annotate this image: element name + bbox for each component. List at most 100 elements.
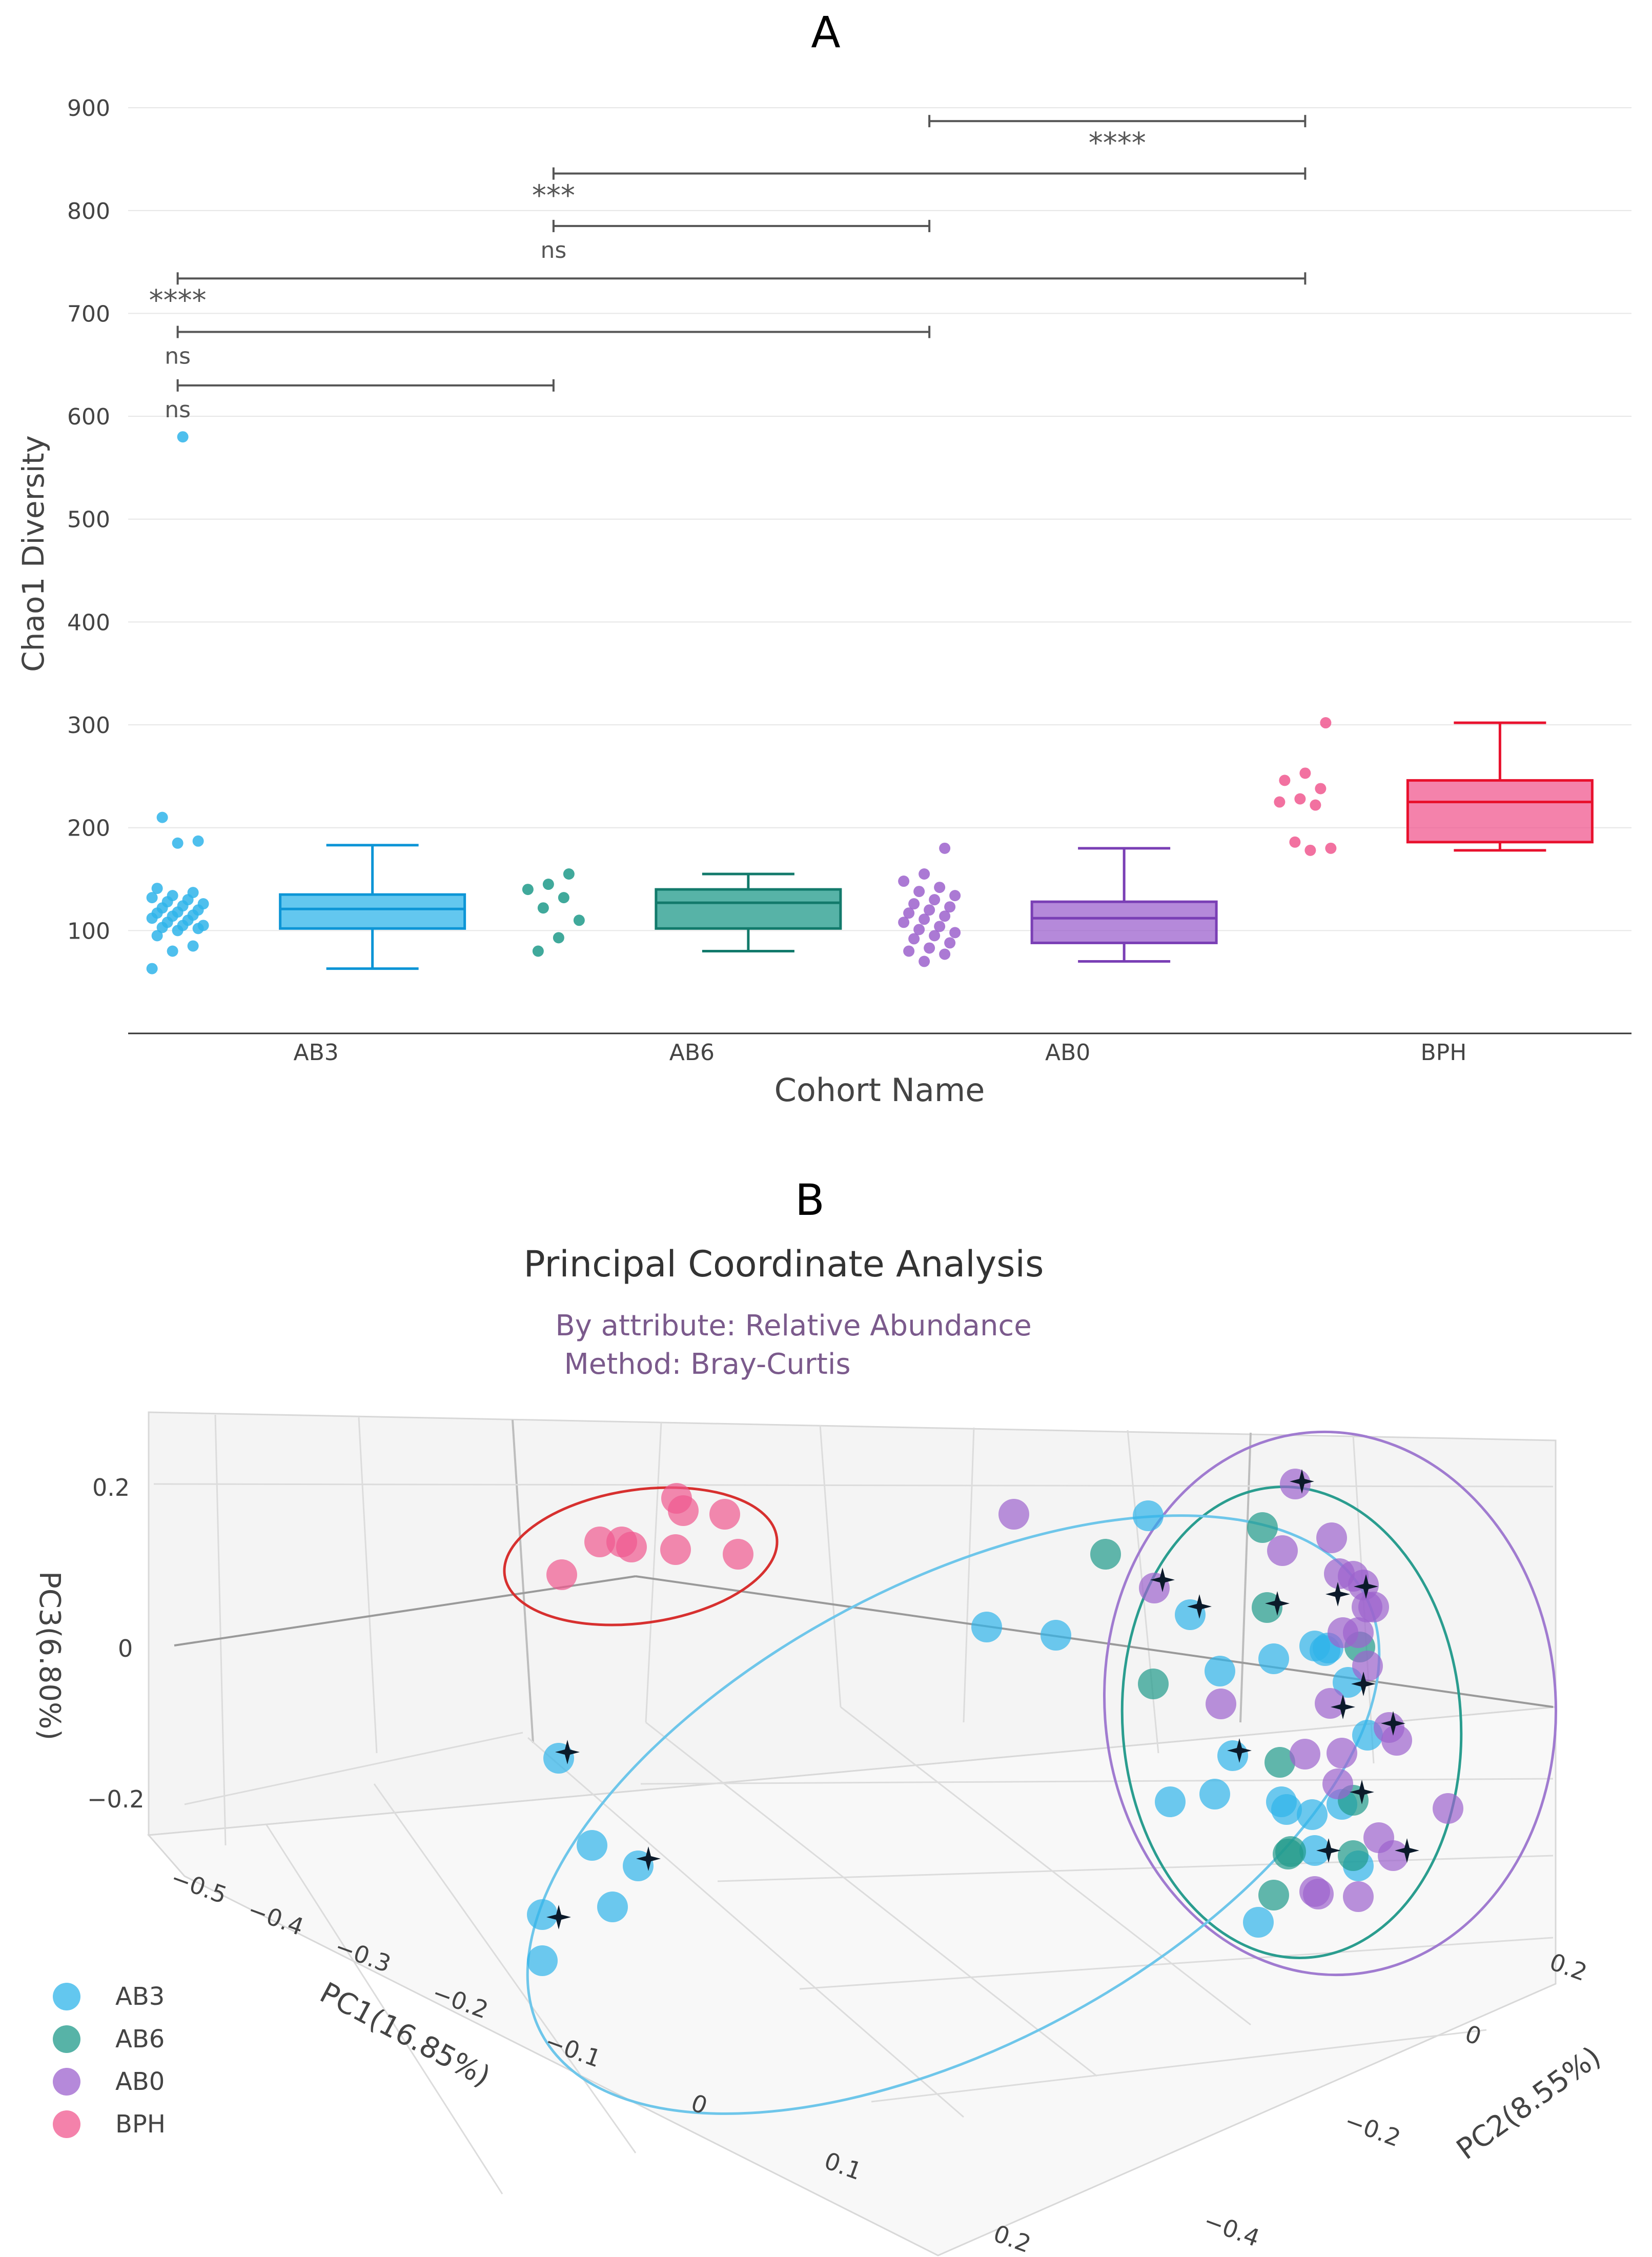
- box-iqr: [1406, 779, 1594, 844]
- legend-label-AB6: AB6: [115, 2025, 165, 2053]
- panel-b-pcoa: B Principal Coordinate Analysis By attri…: [33, 1175, 1607, 2257]
- legend-swatch-AB3: [53, 1983, 80, 2010]
- ellipse-BPH: [503, 1486, 779, 1626]
- data-point-AB3: [146, 892, 158, 904]
- data-point-AB3: [187, 940, 199, 952]
- panel-a-boxplot: A 100 200 300 400 500 600 700 800 900 AB3 AB6 AB0 B…: [16, 7, 1631, 1109]
- significance-label: ***: [532, 179, 575, 213]
- data-point-AB0: [919, 955, 930, 967]
- data-point-AB0: [924, 942, 935, 954]
- pcoa-point-AB3: [971, 1612, 1002, 1642]
- data-point-AB6: [532, 945, 544, 957]
- star-marker: [546, 1905, 571, 1929]
- data-point-AB3: [172, 837, 183, 849]
- y-tick-label: 800: [67, 198, 110, 225]
- pcoa-point-AB3: [1217, 1740, 1248, 1771]
- box-BPH: [1406, 721, 1594, 852]
- data-point-AB0: [939, 842, 951, 854]
- pcoa-subtitle-attribute: By attribute: Relative Abundance: [555, 1309, 1031, 1343]
- pcoa-subtitle-method: Method: Bray-Curtis: [564, 1348, 850, 1381]
- y-tick-label: −0.2: [1341, 2107, 1404, 2152]
- pcoa-point-AB0: [1315, 1688, 1345, 1719]
- x-axis-title: Cohort Name: [774, 1071, 985, 1109]
- data-point-AB3: [197, 898, 209, 910]
- pcoa-point-AB0: [1316, 1522, 1347, 1553]
- legend-label-BPH: BPH: [115, 2110, 166, 2139]
- data-point-BPH: [1325, 842, 1337, 854]
- pcoa-point-AB3: [1133, 1500, 1164, 1531]
- ellipse-AB6: [1120, 1486, 1463, 1959]
- data-point-AB0: [929, 894, 941, 906]
- pcoa-point-AB3: [527, 1899, 558, 1930]
- pcoa-point-AB3: [1271, 1794, 1302, 1825]
- x-tick-label: AB0: [1045, 1040, 1090, 1066]
- pcoa-point-AB0: [1378, 1840, 1409, 1871]
- data-point-AB6: [553, 932, 564, 944]
- data-point-BPH: [1320, 717, 1332, 729]
- data-point-AB3: [187, 887, 199, 899]
- pcoa-point-BPH: [660, 1534, 691, 1565]
- y-tick-label: 300: [67, 713, 110, 739]
- y-tick-label: 600: [67, 404, 110, 430]
- pcoa-point-AB3: [1205, 1656, 1235, 1686]
- data-point-AB6: [537, 902, 549, 914]
- data-point-AB6: [522, 884, 534, 896]
- legend-swatch-AB0: [53, 2068, 80, 2096]
- star-marker: [636, 1846, 661, 1871]
- data-point-AB0: [919, 913, 930, 925]
- data-point-BPH: [1310, 799, 1321, 811]
- pcoa-point-BPH: [668, 1495, 699, 1526]
- star-marker: [1331, 1695, 1355, 1719]
- data-point-BPH: [1279, 775, 1291, 786]
- y-tick-label: −0.4: [1200, 2207, 1263, 2252]
- panel-b-letter: B: [795, 1175, 825, 1225]
- data-point-BPH: [1299, 767, 1311, 779]
- data-point-BPH: [1289, 836, 1301, 848]
- x-tick-label: BPH: [1420, 1040, 1466, 1066]
- pcoa-point-AB6: [1247, 1512, 1278, 1543]
- data-point-BPH: [1274, 796, 1286, 808]
- data-point-AB0: [924, 904, 935, 916]
- data-point-AB0: [929, 930, 941, 942]
- data-point-AB0: [949, 890, 961, 902]
- pcoa-point-AB6: [1258, 1880, 1289, 1910]
- star-marker: [1350, 1780, 1374, 1804]
- pcoa-point-AB0: [1303, 1879, 1334, 1909]
- pcoa-point-BPH: [546, 1559, 577, 1590]
- pc3-axis-title: PC3(6.80%): [33, 1571, 66, 1740]
- pcoa-title: Principal Coordinate Analysis: [524, 1243, 1044, 1285]
- pcoa-point-AB0: [1290, 1739, 1320, 1770]
- pcoa-point-BPH: [616, 1532, 647, 1562]
- legend-swatch-BPH: [53, 2110, 80, 2138]
- data-point-AB3: [156, 811, 168, 823]
- pcoa-point-AB0: [1433, 1793, 1463, 1824]
- jitter-points: [146, 431, 1337, 974]
- y-tick-label: 400: [67, 609, 110, 636]
- data-point-AB0: [939, 910, 951, 922]
- pcoa-point-AB3: [577, 1830, 607, 1861]
- pcoa-point-AB6: [1338, 1840, 1369, 1871]
- star-marker: [1265, 1591, 1290, 1616]
- y-tick-labels: 100 200 300 400 500 600 700 800 900: [67, 95, 110, 944]
- star-marker: [1290, 1469, 1314, 1494]
- z-tick-label: −0.2: [87, 1785, 145, 1813]
- data-point-AB0: [934, 921, 946, 932]
- z-tick-label: 0: [118, 1635, 133, 1662]
- panel-a-letter: A: [811, 7, 840, 57]
- pc3-tick-labels: 0.2 0 −0.2: [87, 1474, 145, 1813]
- data-point-AB3: [177, 431, 189, 443]
- y-tick-label: 700: [67, 301, 110, 327]
- data-point-AB0: [898, 917, 910, 928]
- legend: AB3 AB6 AB0 BPH: [53, 1982, 166, 2139]
- highlight-star-markers: [546, 1469, 1419, 1929]
- pcoa-point-AB0: [1343, 1617, 1374, 1648]
- pcoa-point-AB6: [1275, 1836, 1306, 1867]
- box-AB3: [279, 844, 466, 970]
- pcoa-point-BPH: [709, 1499, 740, 1530]
- pcoa-point-BPH: [723, 1539, 753, 1570]
- data-point-AB0: [903, 945, 915, 957]
- data-point-AB0: [913, 924, 925, 936]
- star-marker: [1316, 1838, 1341, 1863]
